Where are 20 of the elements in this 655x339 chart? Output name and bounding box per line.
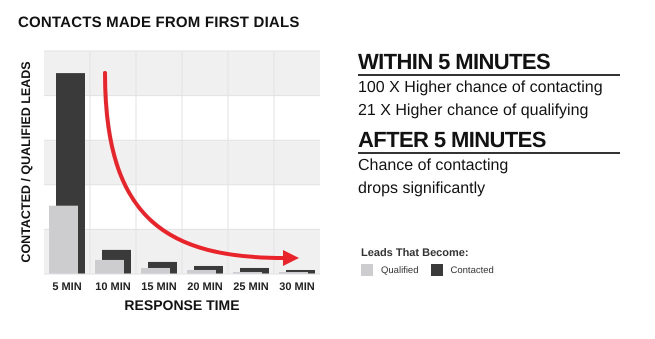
bar (141, 268, 170, 274)
text: 21 X Higher chance of qualifying (358, 101, 590, 121)
bar (49, 206, 78, 274)
text: WITHIN 5 MINUTES (358, 49, 620, 76)
x-tick-label: 25 MIN (233, 280, 269, 293)
y-axis-title: CONTACTED / QUALIFIED LEADS (19, 61, 33, 263)
bar (95, 260, 124, 274)
legend-label: Contacted (450, 264, 494, 276)
legend-title: Leads That Become: (361, 247, 470, 259)
x-tick-label: 30 MIN (279, 280, 315, 293)
x-tick-label: 20 MIN (187, 280, 223, 293)
text: Chance of contacting drops significantly (358, 156, 510, 199)
legend-label: Qualified (381, 264, 418, 276)
x-tick-label: 15 MIN (141, 280, 177, 293)
x-tick-label: 5 MIN (52, 280, 82, 293)
text: 100 X Higher chance of contacting (358, 78, 604, 98)
chart-title: CONTACTS MADE FROM FIRST DIALS (18, 14, 300, 31)
x-axis-title: RESPONSE TIME (124, 297, 240, 313)
x-tick-label: 10 MIN (95, 280, 131, 293)
text: AFTER 5 MINUTES (358, 127, 620, 154)
